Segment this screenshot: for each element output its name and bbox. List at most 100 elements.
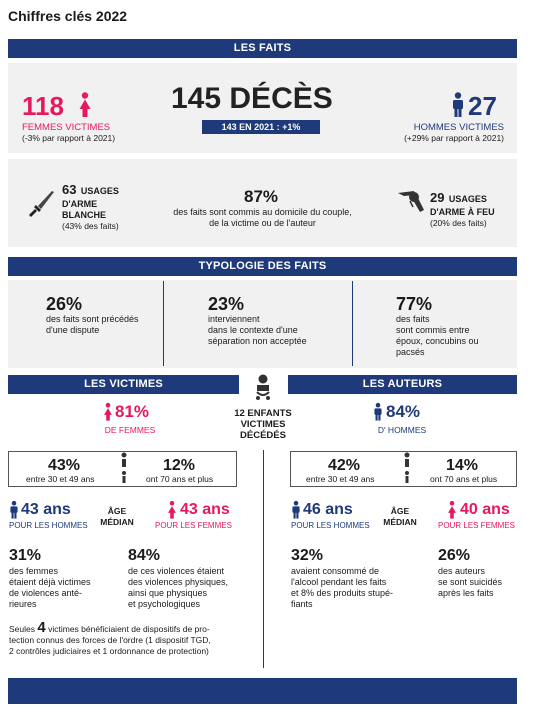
male-icon [373,402,383,422]
stat-text: des violences physiques, [128,577,229,587]
victimes-age-box [8,451,237,487]
deces-2021-text: 143 EN 2021 : +1% [221,122,301,132]
deces-title: 145 DÉCÈS [171,82,333,115]
victimes-age2-pct: 12% [163,457,196,474]
victimes-age1-pct: 43% [48,457,81,474]
femmes-victimes-change: (-3% par rapport à 2021) [22,133,116,143]
hommes-victimes-change: (+29% par rapport à 2021) [404,133,504,143]
person-icon [403,452,411,484]
foot-l3: 2 contrôles judiciaires et 1 ordonnance … [9,646,209,656]
typologie-pct: 23% [208,294,245,314]
arme-blanche-block: 63 USAGES D'ARME BLANCHE (43% des faits) [62,181,142,232]
page-title: Chiffres clés 2022 [8,8,128,24]
domicile-l2: de la victime ou de l'auteur [209,218,316,228]
auteurs-age-box [290,451,517,487]
typologie-text: des faits sont précédés [46,314,139,324]
arme-blanche-count: 63 [62,182,77,197]
auteurs-stat: 26% des auteurs se sont suicidés après l… [438,546,528,599]
stat-text: fiants [291,599,313,609]
typologie-divider-1 [163,281,164,366]
domicile-pct: 87% [244,187,279,206]
auteurs-age-mid2: MÉDIAN [383,517,417,527]
stat-text: et 8% des produits stupé- [291,588,394,598]
faits-top-panel [8,63,517,153]
arme-blanche-pct: (43% des faits) [62,221,119,231]
stat-text: étaient déjà victimes [9,577,91,587]
auteurs-age2-pct: 14% [446,457,479,474]
femmes-victimes-value: 118 [22,91,64,121]
stat-text: de ces violences étaient [128,566,225,576]
stat-text: ainsi que physiques [128,588,208,598]
arme-feu-count: 29 [430,190,445,205]
enfants-block: 12 ENFANTS VICTIMES DÉCÉDÉS [225,408,301,441]
auteurs-pct: 84% [386,402,421,421]
stat-text: après les faits [438,588,494,598]
auteurs-s1-pct: 32% [291,547,324,564]
victimes-age2-label: ont 70 ans et plus [146,474,214,484]
femmes-victimes-label: FEMMES VICTIMES [22,122,111,133]
male-icon [9,500,19,520]
foot-l2: tection connus des forces de l'ordre (1 … [9,635,211,645]
typologie-text: pacsés [396,347,425,357]
arme-feu-l2: D'ARME À FEU [430,207,495,217]
foot-pre: Seules [9,624,35,634]
arme-feu-pct: (20% des faits) [430,218,487,228]
typologie-text: dans le contexte d'une [208,325,298,335]
arme-feu-block: 29 USAGES D'ARME À FEU (20% des faits) [430,189,515,229]
stat-text: des auteurs [438,566,486,576]
faits-weapons-panel [8,159,517,247]
person-icon [120,452,128,484]
auteurs-age-mid1: ÂGE [390,506,410,516]
typologie-text: séparation non acceptée [208,336,307,346]
auteurs-age-f-label: POUR LES FEMMES [438,521,515,530]
stat-text: l'alcool pendant les faits [291,577,387,587]
revolver-icon [396,185,426,215]
typologie-item: 26% des faits sont précédés d'une disput… [46,294,139,336]
typologie-text: interviennent [208,314,260,324]
arme-blanche-l3: BLANCHE [62,210,106,220]
stat-text: et psychologiques [128,599,201,609]
auteurs-pct-label: D' HOMMES [377,425,427,435]
victimes-pct-label: DE FEMMES [104,425,156,435]
victimes-age-f: 43 ans [180,501,230,518]
footer-bar [8,678,517,704]
victimes-stat: 31% des femmes étaient déjà victimes de … [9,546,119,610]
victimes-age1-label: entre 30 et 49 ans [26,474,95,484]
foot-l1: victimes bénéficiaient de dispositifs de… [48,624,210,634]
deces-2021-badge [202,120,320,134]
typologie-divider-2 [352,281,353,366]
typologie-text: époux, concubins ou [396,336,479,346]
victimes-age-h: 43 ans [21,501,71,518]
female-icon [447,500,457,520]
typologie-item: 23% interviennent dans le contexte d'une… [208,294,307,347]
victimes-age-h-label: POUR LES HOMMES [9,521,88,530]
victimes-age-mid1: ÂGE [107,506,127,516]
victimes-stat: 84% de ces violences étaient des violenc… [128,546,253,610]
victimes-footnote: Seules 4 victimes bénéficiaient de dispo… [9,619,259,657]
center-divider [263,450,264,668]
foot-num: 4 [37,619,46,636]
auteurs-age1-pct: 42% [328,457,361,474]
typologie-panel [8,280,517,368]
knife-icon [26,188,56,218]
stat-text: avaient consommé de [291,566,380,576]
arme-blanche-l2: D'ARME [62,199,98,209]
typologie-text: d'une dispute [46,325,100,335]
arme-blanche-l1: USAGES [80,186,119,196]
victimes-age-mid2: MÉDIAN [100,517,134,527]
domicile-l1: des faits sont commis au domicile du cou… [173,207,352,217]
hommes-victimes-value: 27 [468,91,497,121]
victimes-s1-pct: 31% [9,547,42,564]
victimes-age-mid: ÂGE MÉDIAN [99,506,135,528]
auteurs-bar: LES AUTEURS [288,375,517,394]
typologie-item: 77% des faits sont commis entre époux, c… [396,294,479,358]
enfants-l1: 12 ENFANTS [234,408,292,419]
stat-text: se sont suicidés [438,577,503,587]
typologie-pct: 77% [396,294,433,314]
enfants-l2: VICTIMES [240,419,286,430]
victimes-age-f-label: POUR LES FEMMES [155,521,232,530]
auteurs-age-f: 40 ans [460,501,510,518]
female-icon [167,500,177,520]
typologie-text: sont commis entre [396,325,470,335]
typologie-bar: TYPOLOGIE DES FAITS [8,257,517,276]
